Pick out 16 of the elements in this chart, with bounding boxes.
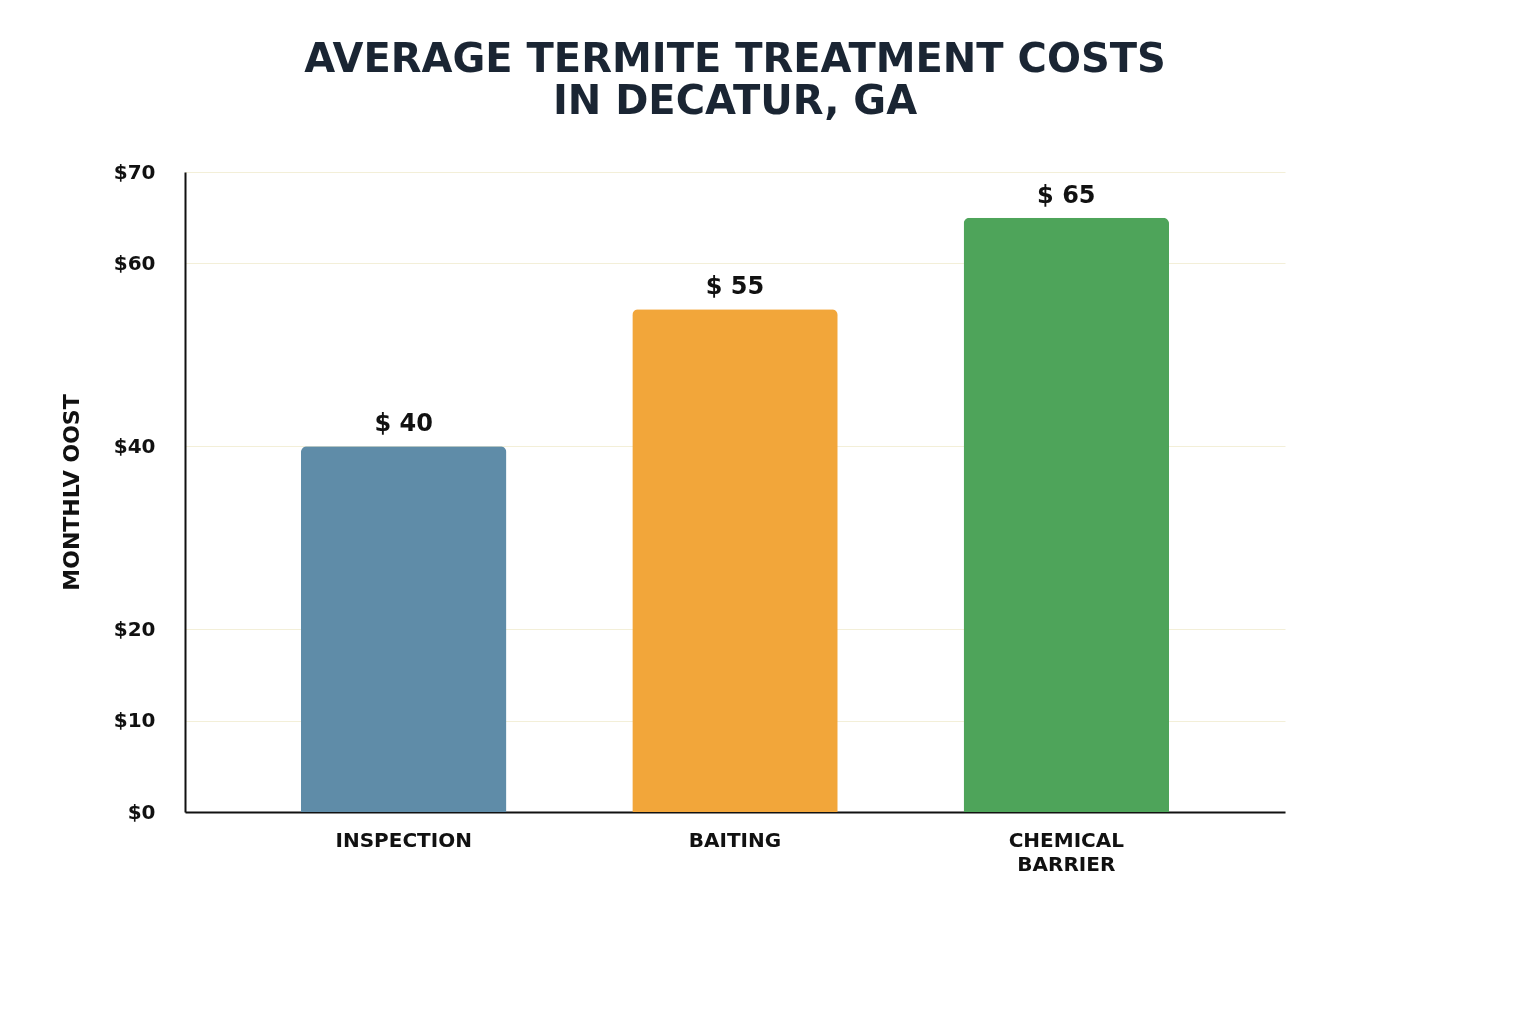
y-tick-label: $10 bbox=[113, 708, 156, 733]
bar bbox=[300, 446, 507, 812]
y-tick-label: $40 bbox=[113, 433, 156, 458]
data-label: $ 65 bbox=[1037, 180, 1096, 209]
y-axis-title: MONTHLV OOST bbox=[58, 394, 84, 591]
bar bbox=[632, 309, 838, 812]
data-label: $ 40 bbox=[374, 409, 433, 438]
y-tick-label: $0 bbox=[127, 799, 156, 824]
y-tick-label: $70 bbox=[113, 159, 156, 184]
y-tick-label: $60 bbox=[113, 250, 156, 275]
bar bbox=[963, 217, 1170, 812]
x-tick-label: BAITING bbox=[688, 827, 782, 852]
y-tick-label: $20 bbox=[113, 616, 156, 641]
data-label: $ 55 bbox=[705, 272, 765, 301]
x-tick-label: CHEMICAL BARRIER bbox=[1008, 827, 1125, 876]
x-tick-label: INSPECTION bbox=[335, 827, 472, 852]
